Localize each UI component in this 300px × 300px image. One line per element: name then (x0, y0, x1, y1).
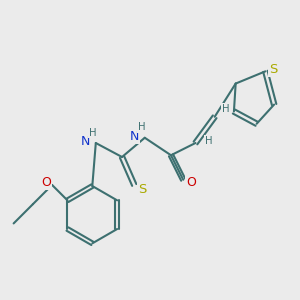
Text: H: H (222, 104, 230, 114)
Text: O: O (41, 176, 51, 189)
Text: H: H (89, 128, 97, 137)
Text: S: S (269, 63, 277, 76)
Text: S: S (138, 183, 146, 196)
Text: O: O (186, 176, 196, 189)
Text: N: N (130, 130, 139, 142)
Text: H: H (138, 122, 146, 132)
Text: H: H (205, 136, 212, 146)
Text: N: N (81, 135, 90, 148)
